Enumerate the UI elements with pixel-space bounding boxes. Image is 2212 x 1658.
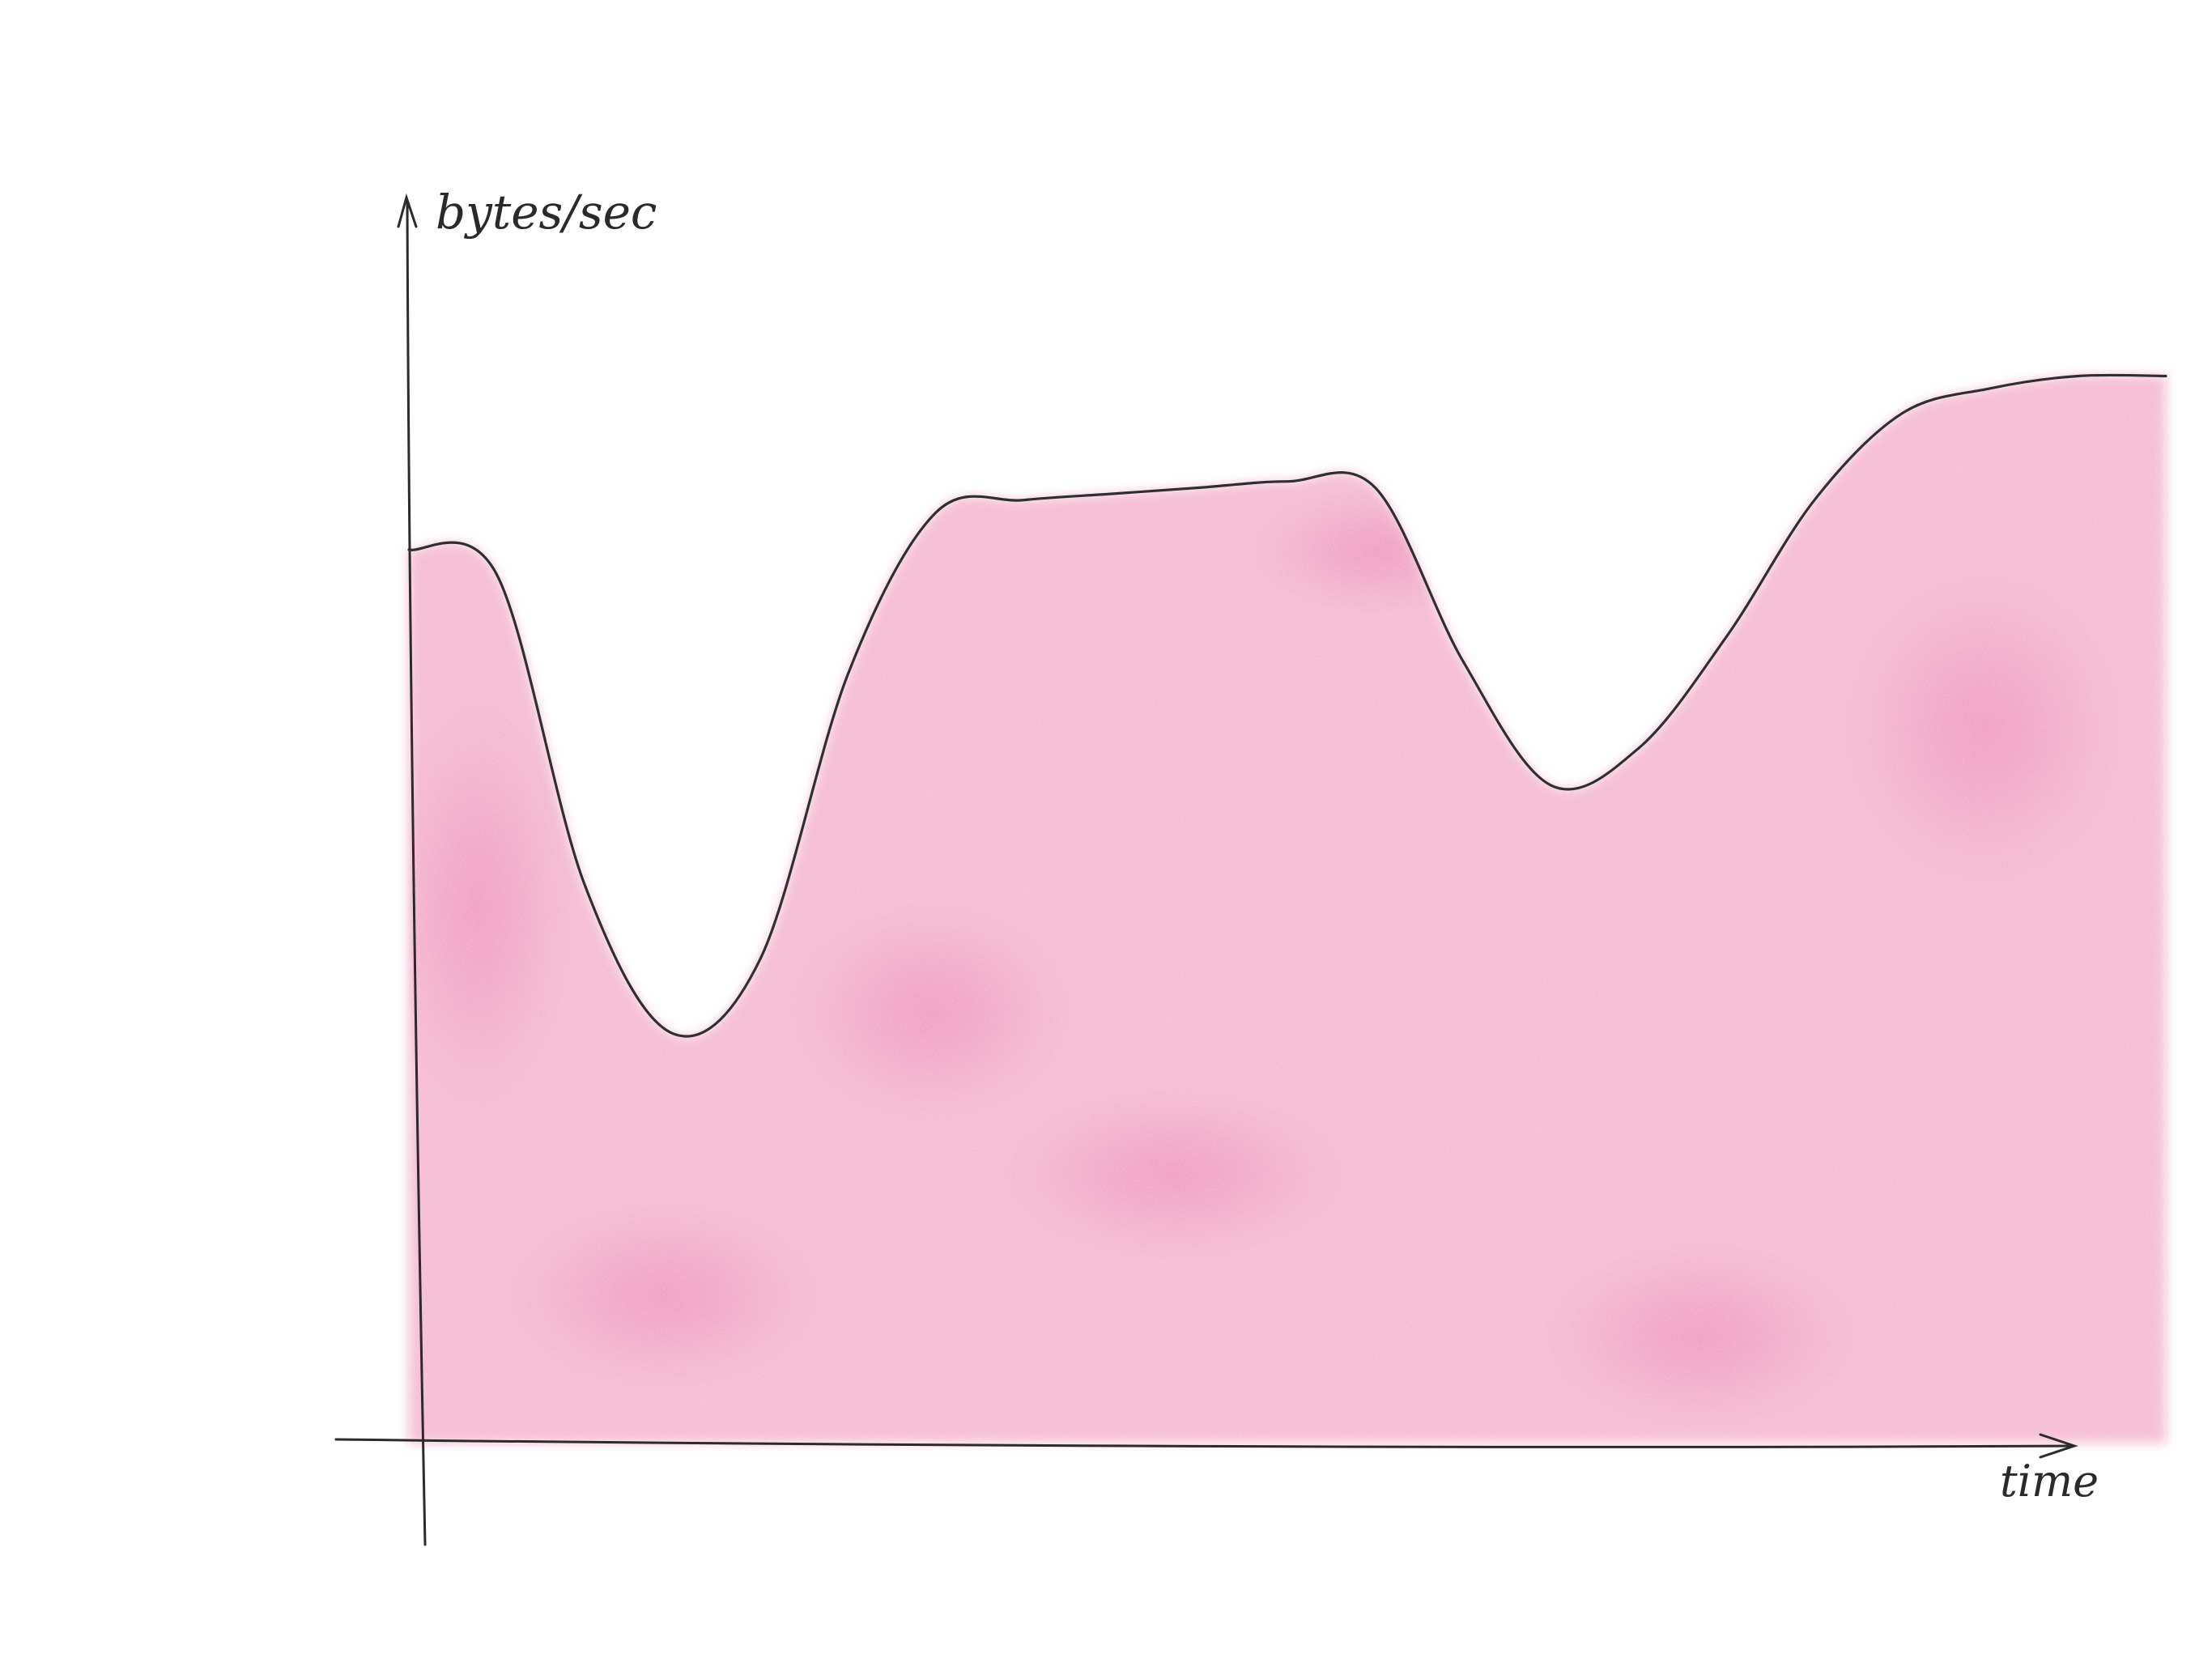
- x-axis-line: [334, 1438, 2074, 1448]
- series-line: [407, 373, 2167, 1038]
- y-axis-label: bytes/sec: [436, 185, 657, 240]
- x-axis-label: time: [2000, 1456, 2099, 1507]
- y-axis-arrow: [397, 193, 418, 228]
- x-axis-arrow: [2039, 1433, 2078, 1459]
- y-axis-line: [406, 199, 427, 1546]
